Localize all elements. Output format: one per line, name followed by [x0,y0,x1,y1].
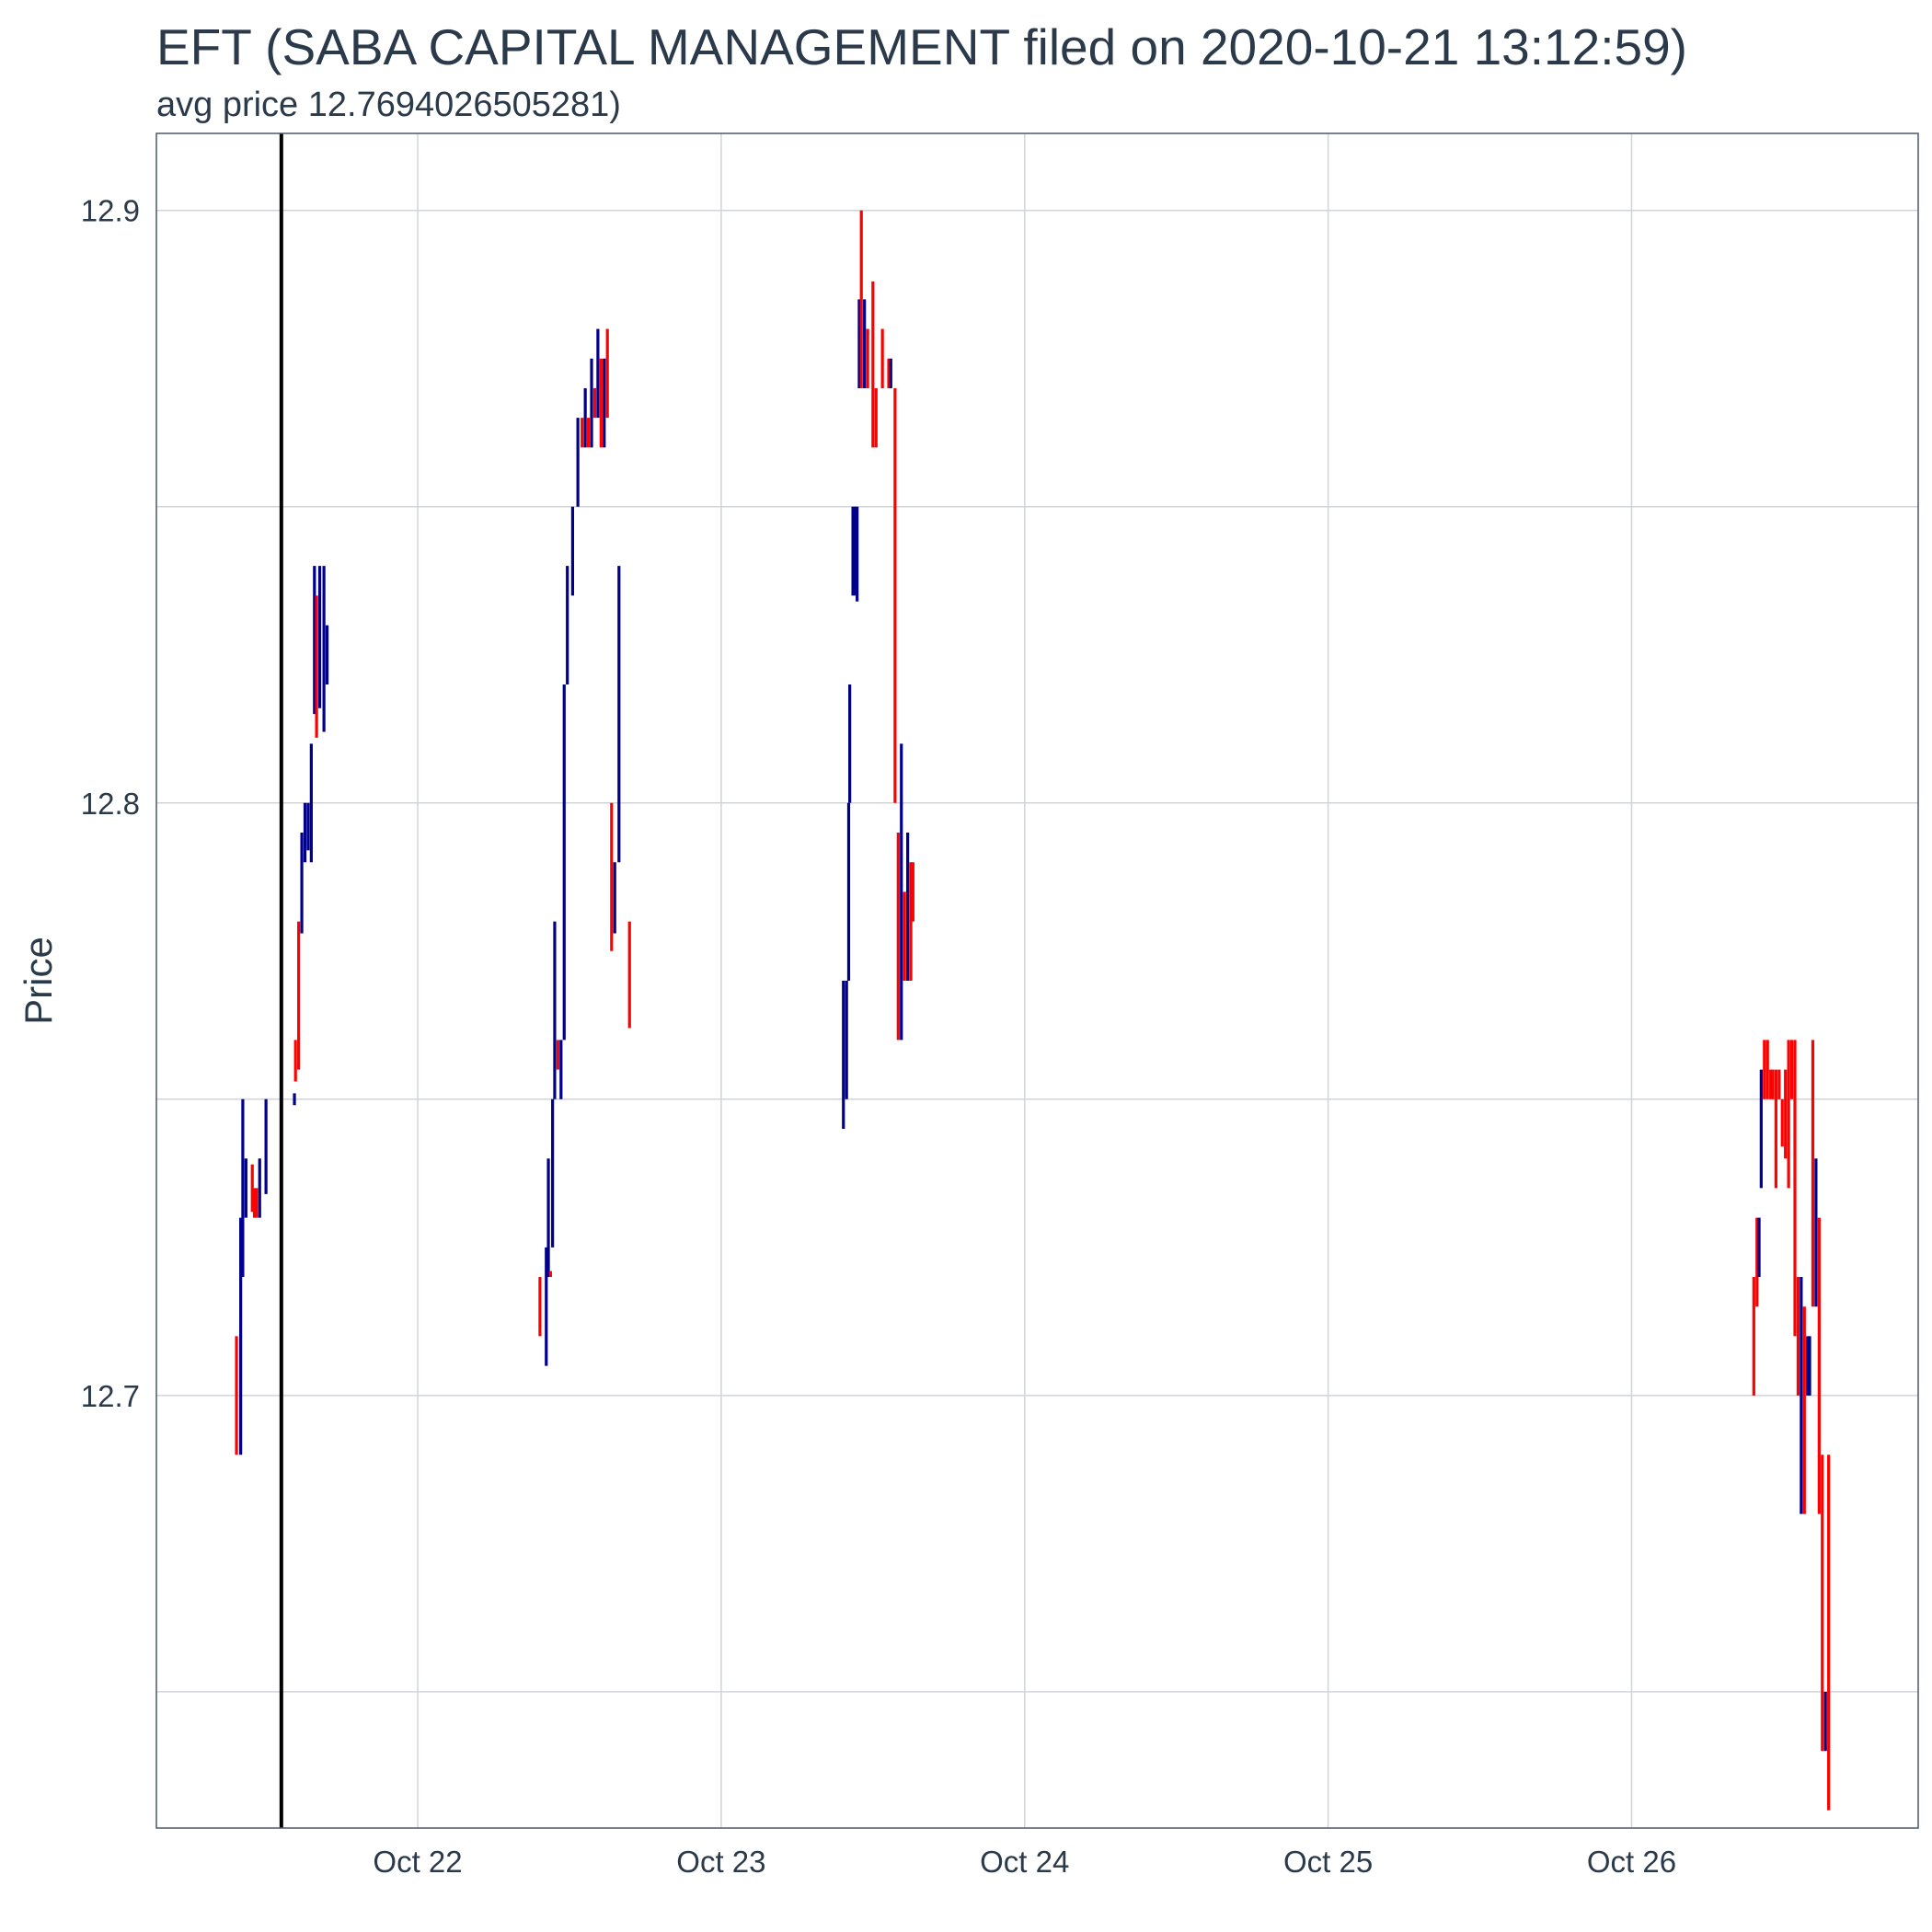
y-axis-ticks: 12.7 12.8 12.9 [81,194,140,1413]
y-tick-label: 12.8 [81,787,140,821]
x-tick-label: Oct 23 [676,1845,765,1879]
y-tick-label: 12.9 [81,194,140,228]
x-tick-label: Oct 22 [373,1845,462,1879]
ohlc-bars [235,210,1831,1811]
x-tick-label: Oct 26 [1587,1845,1676,1879]
chart-title: EFT (SABA CAPITAL MANAGEMENT filed on 20… [156,18,1687,75]
grid-lines [156,133,1918,1828]
x-tick-label: Oct 25 [1283,1845,1373,1879]
x-axis-ticks: Oct 22 Oct 23 Oct 24 Oct 25 Oct 26 [373,1845,1676,1879]
plot-panel [155,132,1919,1829]
x-tick-label: Oct 24 [980,1845,1069,1879]
y-axis-title: Price [17,937,60,1025]
y-tick-label: 12.7 [81,1379,140,1413]
chart-subtitle: avg price 12.7694026505281) [156,86,621,124]
